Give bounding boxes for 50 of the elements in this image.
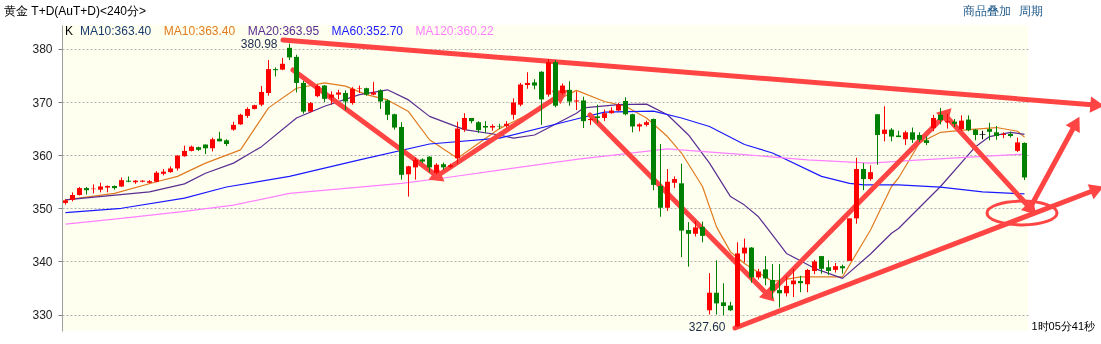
line-series [64, 110, 1026, 214]
text: MA10:363.40 [163, 24, 236, 38]
candlestick [707, 272, 712, 316]
candlestick [581, 96, 586, 129]
candlestick [686, 221, 691, 268]
candlestick [525, 71, 530, 90]
annotation: 380.98 [240, 36, 278, 51]
text: 周期 [1019, 4, 1043, 18]
candlestick [266, 59, 271, 97]
candlestick [462, 112, 467, 133]
candlestick [861, 162, 866, 191]
candlestick [567, 80, 572, 107]
candlestick [413, 157, 418, 181]
annotation: K [65, 24, 74, 38]
candlestick [763, 255, 768, 286]
candlestick [875, 113, 880, 166]
candlestick [805, 268, 810, 293]
candlestick [518, 82, 523, 107]
candlestick [406, 165, 411, 198]
candlestick [385, 98, 390, 121]
candlestick [770, 263, 775, 300]
candlestick [700, 221, 705, 243]
text: 1时05分41秒 [1031, 320, 1095, 332]
candlestick [714, 259, 719, 316]
candlestick [945, 113, 950, 130]
text: MA20:363.95 [247, 24, 320, 38]
y-tick-label: 380 [32, 42, 53, 57]
candlestick [378, 88, 383, 110]
y-tick-label: 340 [32, 254, 53, 269]
candlestick [259, 85, 264, 107]
text: MA120:360.22 [415, 24, 494, 38]
y-tick-label: 370 [32, 95, 53, 110]
candlestick [784, 275, 789, 297]
y-tick-label: 330 [32, 308, 53, 323]
candlestick [343, 89, 348, 111]
candlestick [658, 143, 663, 218]
candlestick [595, 104, 600, 124]
candlestick [511, 97, 516, 121]
candlestick [777, 263, 782, 309]
y-tick-label: 350 [32, 201, 53, 216]
text: 商品叠加 [963, 4, 1011, 18]
annotation: 327.60 [688, 320, 726, 335]
candlestick [721, 282, 726, 316]
chart-title: 黄金 T+D(AuT+D)<240分> [4, 4, 147, 18]
y-tick-label: 360 [32, 148, 53, 163]
annotation: MA10:363.40 [79, 24, 152, 38]
text: MA60:352.70 [331, 24, 404, 38]
candlestick [623, 96, 628, 116]
candlestick [574, 90, 579, 111]
candlestick [882, 105, 887, 142]
